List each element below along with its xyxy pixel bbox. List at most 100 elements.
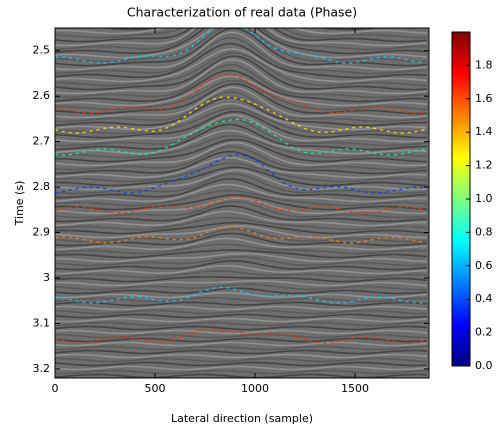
reflector [55,225,427,239]
reflector [55,110,428,139]
phase-trace [55,286,426,304]
phase-trace [55,73,426,114]
reflector [55,283,428,291]
reflector [55,313,428,319]
reflector [55,292,428,299]
reflector [55,28,427,31]
reflector [55,28,428,51]
reflector [55,82,428,115]
reflector [55,333,428,339]
reflector [55,31,428,71]
reflector [55,58,428,95]
x-tick-label: 500 [145,382,166,395]
reflector [55,166,428,187]
reflector [55,28,428,55]
phase-trace [55,28,426,64]
reflector [55,255,428,267]
reflector [55,162,428,183]
colorbar-tick-label: 0.8 [475,225,493,238]
reflector [55,156,428,179]
reflector [55,200,428,219]
reflector [55,321,427,327]
reflector [55,361,428,367]
reflector [55,264,428,275]
reflector [55,135,428,159]
reflector [55,114,428,143]
reflector [55,205,428,223]
colorbar-tick-label: 1.0 [475,192,493,205]
reflector [55,55,428,91]
reflector [55,353,428,359]
reflector [55,141,428,167]
reflector [55,86,428,119]
reflector [55,48,428,83]
reflector [55,28,428,35]
reflector [55,309,428,315]
y-tick-label: 2.7 [33,135,51,148]
reflector [55,270,428,279]
reflector [55,129,428,155]
reflector [55,276,428,283]
reflector [55,301,428,307]
plot-frame [54,27,430,379]
reflector [55,210,428,227]
y-tick-label: 3 [43,271,50,284]
reflector [55,69,428,103]
y-tick-label: 2.6 [33,89,51,102]
reflector [55,102,428,131]
reflector [55,28,428,47]
y-tick-label: 3.1 [33,316,51,329]
reflector [55,91,428,123]
reflector [55,280,428,287]
reflector [55,197,428,215]
seismic-image [55,28,429,378]
reflector [55,228,428,243]
reflector [55,243,428,255]
y-axis-label: Time (s) [13,181,26,227]
x-tick-label: 1000 [241,382,269,395]
x-axis-label: Lateral direction (sample) [171,412,313,425]
reflector [55,305,428,311]
reflector [55,123,427,151]
reflector [55,145,428,171]
reflector [55,337,428,343]
reflector [55,221,428,235]
reflector [55,169,428,191]
y-tick-label: 2.8 [33,180,51,193]
reflector [55,28,428,67]
reflector [55,138,428,163]
colorbar-tick-label: 0.4 [475,292,493,305]
reflector [55,194,428,211]
y-tick-label: 3.2 [33,362,51,375]
reflector [55,28,428,43]
colorbar-tick-label: 0.2 [475,326,493,339]
reflector [55,369,428,375]
reflector [55,341,428,347]
colorbar-tick-label: 1.6 [475,92,493,105]
colorbar-tick-label: 1.4 [475,125,493,138]
reflector [55,287,428,295]
reflector [55,36,428,75]
colorbar-tick-label: 1.2 [475,159,493,172]
y-tick-label: 2.5 [33,44,51,57]
x-tick-label: 1500 [341,382,369,395]
reflector [55,345,428,351]
reflector [55,42,428,79]
reflector [55,296,428,303]
reflector [55,325,428,331]
colorbar-tick-label: 0.0 [475,359,493,372]
x-tick-label: 0 [52,382,59,395]
reflector [55,249,428,259]
colorbar-tick-label: 0.6 [475,259,493,272]
reflector [55,63,428,99]
reflector [55,365,428,371]
reflector [55,252,428,263]
reflector [55,216,428,231]
reflector [55,232,428,247]
y-tick-label: 2.9 [33,226,51,239]
chart-title: Characterization of real data (Phase) [127,5,357,20]
reflector [55,237,428,251]
reflector [55,150,428,175]
reflector [55,259,428,271]
reflector [55,349,428,355]
